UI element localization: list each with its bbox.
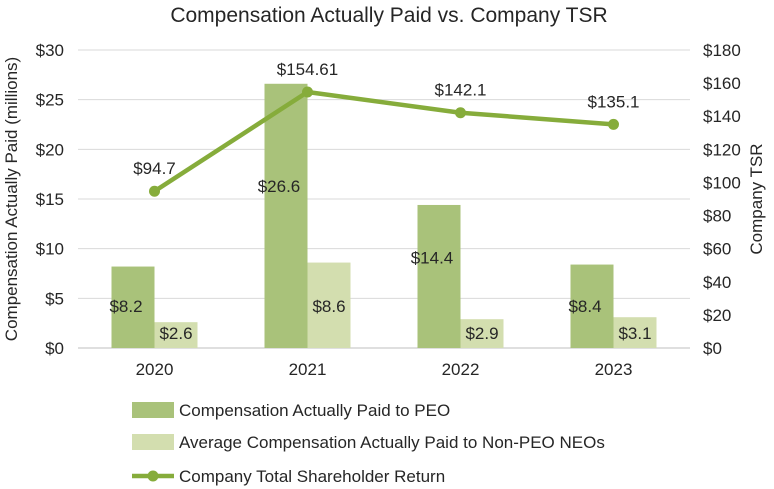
data-label-non-peo: $2.6 bbox=[159, 324, 192, 343]
data-label-peo: $26.6 bbox=[258, 177, 301, 196]
bar-non-peo-2023 bbox=[613, 317, 657, 348]
data-label-non-peo: $3.1 bbox=[618, 324, 651, 343]
data-label-tsr: $154.61 bbox=[277, 60, 338, 79]
tsr-point-2020 bbox=[149, 185, 160, 197]
data-label-peo: $8.4 bbox=[568, 297, 601, 316]
data-label-peo: $8.2 bbox=[109, 297, 142, 316]
bar-non-peo-2022 bbox=[460, 319, 504, 348]
bar-non-peo-2021 bbox=[307, 262, 351, 348]
bar-non-peo-2020 bbox=[154, 322, 198, 348]
right-tick-label: $0 bbox=[703, 339, 722, 358]
legend-swatch-non-peo bbox=[132, 434, 174, 450]
tsr-point-2023 bbox=[608, 118, 619, 130]
tsr-point-2021 bbox=[302, 86, 313, 98]
tsr-line: $94.7 $154.61 $142.1 $135.1 bbox=[133, 60, 640, 197]
left-tick-label: $20 bbox=[36, 140, 64, 159]
left-tick-label: $30 bbox=[36, 41, 64, 60]
bar-peo-2021 bbox=[264, 83, 308, 349]
legend: Compensation Actually Paid to PEO Average… bbox=[132, 401, 605, 486]
legend-swatch-tsr-marker bbox=[147, 470, 159, 482]
x-tick-label: 2022 bbox=[442, 360, 480, 379]
bars bbox=[111, 83, 657, 349]
legend-label: Average Compensation Actually Paid to No… bbox=[179, 433, 605, 452]
left-axis-label: Compensation Actually Paid (millions) bbox=[2, 57, 21, 341]
data-label-peo: $14.4 bbox=[411, 249, 454, 268]
legend-label: Company Total Shareholder Return bbox=[179, 467, 445, 486]
x-axis-ticks: 2020 2021 2022 2023 bbox=[136, 360, 633, 379]
left-tick-label: $0 bbox=[45, 339, 64, 358]
right-tick-label: $100 bbox=[703, 173, 741, 192]
bar-peo-2020 bbox=[111, 266, 155, 348]
bar-peo-2023 bbox=[570, 264, 614, 348]
legend-swatch-peo bbox=[132, 402, 174, 418]
right-tick-label: $180 bbox=[703, 41, 741, 60]
right-tick-label: $60 bbox=[703, 240, 731, 259]
right-tick-label: $120 bbox=[703, 140, 741, 159]
data-label-non-peo: $8.6 bbox=[312, 297, 345, 316]
right-tick-label: $140 bbox=[703, 107, 741, 126]
gridlines bbox=[78, 49, 690, 349]
left-axis-ticks: $0 $5 $10 $15 $20 $25 $30 bbox=[36, 41, 64, 358]
x-tick-label: 2020 bbox=[136, 360, 174, 379]
left-tick-label: $5 bbox=[45, 289, 64, 308]
left-tick-label: $15 bbox=[36, 190, 64, 209]
tsr-point-2022 bbox=[455, 107, 466, 119]
bar-labels: $8.2 $26.6 $14.4 $8.4 $2.6 $8.6 $2.9 $3.1 bbox=[109, 177, 651, 343]
data-label-tsr: $94.7 bbox=[133, 159, 176, 178]
right-axis-label: Company TSR bbox=[747, 143, 766, 254]
right-axis-ticks: $0 $20 $40 $60 $80 $100 $120 $140 $160 $180 bbox=[703, 41, 741, 358]
right-tick-label: $160 bbox=[703, 74, 741, 93]
right-tick-label: $20 bbox=[703, 306, 731, 325]
bar-peo-2022 bbox=[417, 204, 461, 348]
right-tick-label: $80 bbox=[703, 207, 731, 226]
left-tick-label: $25 bbox=[36, 91, 64, 110]
data-label-tsr: $142.1 bbox=[435, 81, 487, 100]
chart-title: Compensation Actually Paid vs. Company T… bbox=[170, 4, 607, 27]
left-tick-label: $10 bbox=[36, 240, 64, 259]
legend-label: Compensation Actually Paid to PEO bbox=[179, 401, 450, 420]
right-tick-label: $40 bbox=[703, 273, 731, 292]
x-tick-label: 2021 bbox=[289, 360, 327, 379]
x-tick-label: 2023 bbox=[595, 360, 633, 379]
tsr-series-line bbox=[153, 89, 614, 194]
data-label-non-peo: $2.9 bbox=[465, 324, 498, 343]
data-label-tsr: $135.1 bbox=[588, 92, 640, 111]
